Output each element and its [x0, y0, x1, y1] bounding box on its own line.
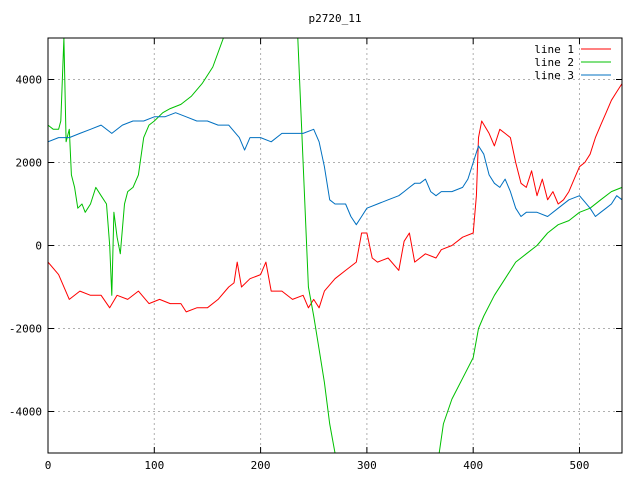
- series-lines: [48, 38, 622, 453]
- axis-ticks: 0 100 200 300 400 500 -4000 -2000 0 2000 4000: [9, 38, 622, 472]
- series-line-1: [48, 83, 622, 313]
- grid-lines: [48, 38, 622, 453]
- x-tick-label: 400: [463, 459, 483, 472]
- y-tick-label: -4000: [9, 406, 42, 419]
- x-tick-label: 0: [45, 459, 52, 472]
- series-line-2: [48, 38, 622, 453]
- chart-title: p2720_11: [309, 12, 362, 25]
- y-tick-label: 4000: [16, 74, 43, 87]
- legend-label-1: line 1: [534, 43, 574, 56]
- series-line-3: [48, 112, 622, 226]
- x-tick-label: 500: [570, 459, 590, 472]
- legend-label-2: line 2: [534, 56, 574, 69]
- x-tick-label: 100: [144, 459, 164, 472]
- y-tick-label: 0: [35, 240, 42, 253]
- legend-label-3: line 3: [534, 69, 574, 82]
- x-tick-label: 300: [357, 459, 377, 472]
- x-tick-label: 200: [251, 459, 271, 472]
- y-tick-label: 2000: [16, 157, 43, 170]
- y-tick-label: -2000: [9, 323, 42, 336]
